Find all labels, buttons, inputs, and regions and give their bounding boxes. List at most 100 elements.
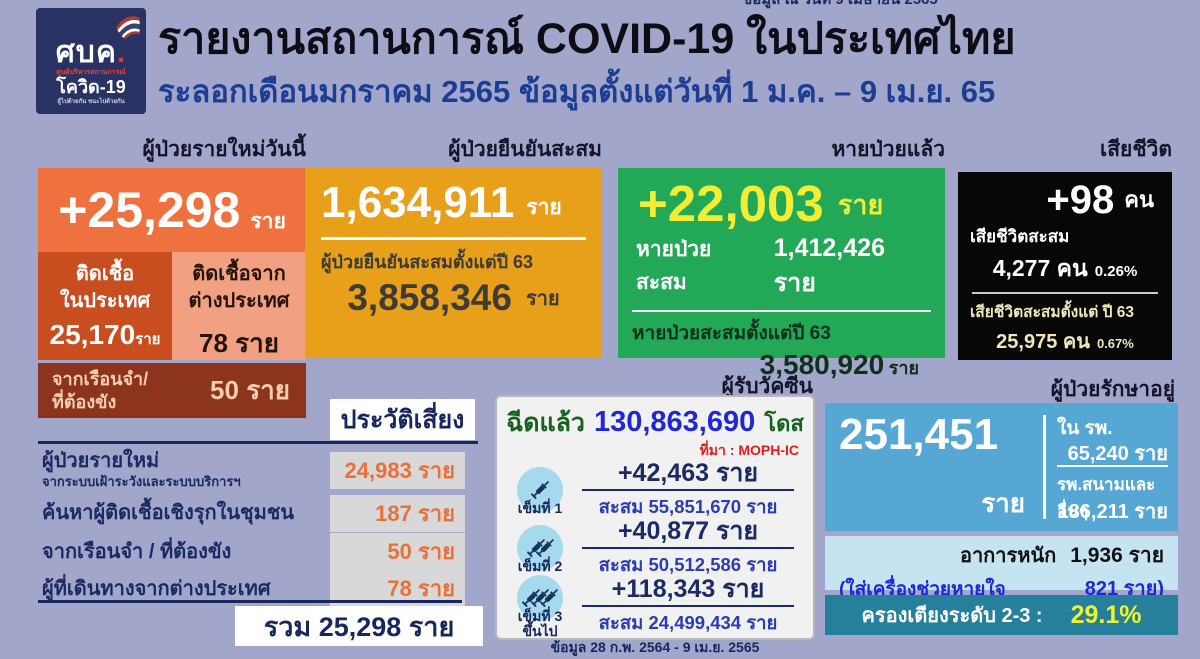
dose1-icon-col: เข็มที่ 1 <box>507 466 573 516</box>
confirmed-since-unit: ราย <box>525 288 560 311</box>
dose3-divider <box>582 604 794 607</box>
ventilator-row: (ใส่เครื่องช่วยหายใจ 821 ราย) <box>839 572 1164 604</box>
dose2-circle <box>517 524 563 571</box>
deaths-cum-pct: 0.26% <box>1094 263 1138 280</box>
recovered-since-label: หายป่วยสะสมตั้งแต่ปี 63 <box>632 323 831 345</box>
recovered-value: +22,003 <box>638 175 824 232</box>
vaccine-done-label: ฉีดแล้ว <box>506 409 585 437</box>
treating-header: ผู้ป่วยรักษาอยู่ <box>1050 378 1175 401</box>
vaccine-total-row: ฉีดแล้ว 130,863,690 โดส <box>506 403 804 443</box>
dose1-label: เข็มที่ 1 <box>517 499 563 516</box>
deaths-cum-value: 4,277 คน <box>992 255 1088 281</box>
dose2-divider <box>582 546 794 549</box>
vaccine-total-value: 130,863,690 <box>593 406 756 438</box>
vaccine-dose1-row: เข็มที่ 1 +42,463 ราย สะสม 55,851,670 รา… <box>507 460 803 522</box>
dose2-label: เข็มที่ 2 <box>517 557 563 574</box>
deaths-value: +98 <box>1046 178 1115 222</box>
dose3-icon-col: เข็มที่ 3 ขึ้นไป <box>507 575 573 638</box>
risk-row-label: ค้นหาผู้ติดเชื้อเชิงรุกในชุมชน <box>42 502 295 524</box>
new-cases-header: ผู้ป่วยรายใหม่วันนี้ <box>142 138 306 161</box>
dose2-icon-col: เข็มที่ 2 <box>507 524 573 574</box>
top-right-date-note: ข้อมูล ณ วันที่ 9 เมษายน 2565 <box>742 0 1192 11</box>
deaths-unit: คน <box>1124 187 1154 212</box>
recovered-since-unit: ราย <box>888 358 919 379</box>
logo-abbr: ศบค. <box>55 36 127 69</box>
recovered-cum-value: 1,412,426 ราย <box>773 234 885 298</box>
risk-row-sublabel: จากระบบเฝ้าระวังและระบบบริการฯ <box>42 474 241 489</box>
bed-occupancy-label: ครองเตียงระดับ 2-3 : <box>861 605 1043 627</box>
logo-dot: . <box>116 36 127 69</box>
dose2-new: +40,877 ราย <box>617 517 759 546</box>
logo-org-line: ศูนย์บริหารสถานการณ์ <box>56 69 126 76</box>
dose1-new: +42,463 ราย <box>617 459 759 488</box>
confirmed-header: ผู้ป่วยยืนยันสะสม <box>448 138 602 161</box>
treating-right-divider <box>1057 465 1168 467</box>
confirmed-since-label: ผู้ป่วยยืนยันสะสมตั้งแต่ปี 63 <box>321 251 534 272</box>
ventilator-label: (ใส่เครื่องช่วยหายใจ <box>839 579 1006 600</box>
prison-cases-box: จากเรือนจำ/ที่ต้องขัง 50 ราย <box>38 363 306 418</box>
confirmed-value: 1,634,911 <box>321 178 515 227</box>
deaths-divider <box>972 292 1158 294</box>
risk-row-label: ผู้ป่วยรายใหม่ จากระบบเฝ้าระวังและระบบบร… <box>42 450 241 489</box>
confirmed-card: 1,634,911 ราย ผู้ป่วยยืนยันสะสมตั้งแต่ปี… <box>305 168 602 358</box>
risk-row-label: จากเรือนจำ / ที่ต้องขัง <box>42 541 232 563</box>
page: { "colors": { "background": "#a2a6cb", "… <box>36 0 1192 655</box>
domestic-cases-box: ติดเชื้อ ในประเทศ 25,170ราย <box>38 252 172 360</box>
recovered-unit: ราย <box>837 190 884 221</box>
deaths-main-row: +98 คน <box>970 180 1160 220</box>
severe-row: อาการหนัก 1,936 ราย <box>839 539 1164 572</box>
deaths-header: เสียชีวิต <box>1100 138 1172 161</box>
confirmed-since-value: 3,858,346 <box>347 276 512 318</box>
recovered-divider <box>632 310 931 313</box>
vaccine-card: ฉีดแล้ว 130,863,690 โดส ที่มา : MOPH-IC … <box>495 395 815 655</box>
recovered-cum-row: หายป่วยสะสม 1,412,426 ราย <box>632 233 931 303</box>
ccsa-logo: ศบค. ศูนย์บริหารสถานการณ์ โควิด-19 สู้ไป… <box>36 8 146 114</box>
severe-value: 1,936 ราย <box>1070 544 1164 567</box>
new-cases-breakdown: ติดเชื้อ ในประเทศ 25,170ราย ติดเชื้อจาก ต่… <box>38 252 306 360</box>
recovered-card: +22,003 ราย หายป่วยสะสม 1,412,426 ราย หา… <box>618 168 945 380</box>
vaccine-header: ผู้รับวัคซีน <box>721 375 813 398</box>
dose1-circle <box>517 466 563 513</box>
treating-value: 251,451 <box>839 410 999 459</box>
risk-row-value: 24,983 ราย <box>330 452 465 489</box>
dose2-cum: สะสม 50,512,586 ราย <box>598 553 778 575</box>
hospital-label: ใน รพ. <box>1057 418 1113 439</box>
abroad-label: ติดเชื้อจาก ต่างประเทศ <box>188 263 290 312</box>
dose3-cum: สะสม 24,499,434 ราย <box>598 611 778 633</box>
deaths-cum-label: เสียชีวิตสะสม <box>970 227 1070 246</box>
risk-title: ประวัติเสี่ยง <box>330 399 475 440</box>
deaths-since-value: 25,975 คน <box>996 331 1090 353</box>
risk-divider-bottom <box>38 600 462 603</box>
deaths-since-row: 25,975 คน 0.67% <box>970 325 1160 357</box>
logo-covid-line: โควิด-19 <box>56 76 126 97</box>
abroad-value: 78 ราย <box>199 328 279 358</box>
recovered-cum-label: หายป่วยสะสม <box>636 238 712 295</box>
recovered-since-value: 3,580,920 <box>759 349 885 381</box>
treating-vertical-divider <box>1043 415 1046 519</box>
recovered-header: หายป่วยแล้ว <box>831 138 945 161</box>
deaths-card: +98 คน เสียชีวิตสะสม 4,277 คน 0.26% เสีย… <box>958 172 1172 360</box>
risk-divider-top <box>38 441 478 444</box>
dose1-divider <box>582 488 794 491</box>
prison-value: 50 ราย <box>210 375 290 405</box>
confirmed-main-row: 1,634,911 ราย <box>321 178 586 229</box>
vaccine-footnote: ข้อมูล 28 ก.พ. 2564 - 9 เม.ย. 2565 <box>550 639 760 655</box>
dose3-circle <box>517 575 563 622</box>
dose3-data: +118,343 ราย สะสม 24,499,434 ราย <box>573 576 803 638</box>
field-hospital-label: รพ.สนามและอื่นๆ <box>1057 475 1156 521</box>
vaccine-total-unit: โดส <box>764 411 804 436</box>
logo-tagline: สู้ไปด้วยกัน ชนะไปด้วยกัน <box>57 98 125 105</box>
deaths-since-label: เสียชีวิตสะสมตั้งแต่ ปี 63 <box>970 304 1134 321</box>
dose1-cum: สะสม 55,851,670 ราย <box>598 495 778 517</box>
dose2-data: +40,877 ราย สะสม 50,512,586 ราย <box>573 518 803 580</box>
field-hospital-value: 186,211 ราย <box>1057 501 1168 523</box>
risk-row-value: 187 ราย <box>330 495 465 532</box>
dose1-data: +42,463 ราย สะสม 55,851,670 ราย <box>573 460 803 522</box>
treating-unit: ราย <box>981 488 1025 518</box>
severe-label: อาการหนัก <box>959 545 1057 567</box>
domestic-label: ติดเชื้อ ในประเทศ <box>59 263 151 312</box>
recovered-since-row: 3,580,920 ราย <box>632 349 931 382</box>
confirmed-since-row: 3,858,346 ราย <box>321 276 586 319</box>
page-title: รายงานสถานการณ์ COVID-19 ในประเทศไทย <box>158 15 1016 63</box>
prison-label: จากเรือนจำ/ที่ต้องขัง <box>52 369 149 412</box>
